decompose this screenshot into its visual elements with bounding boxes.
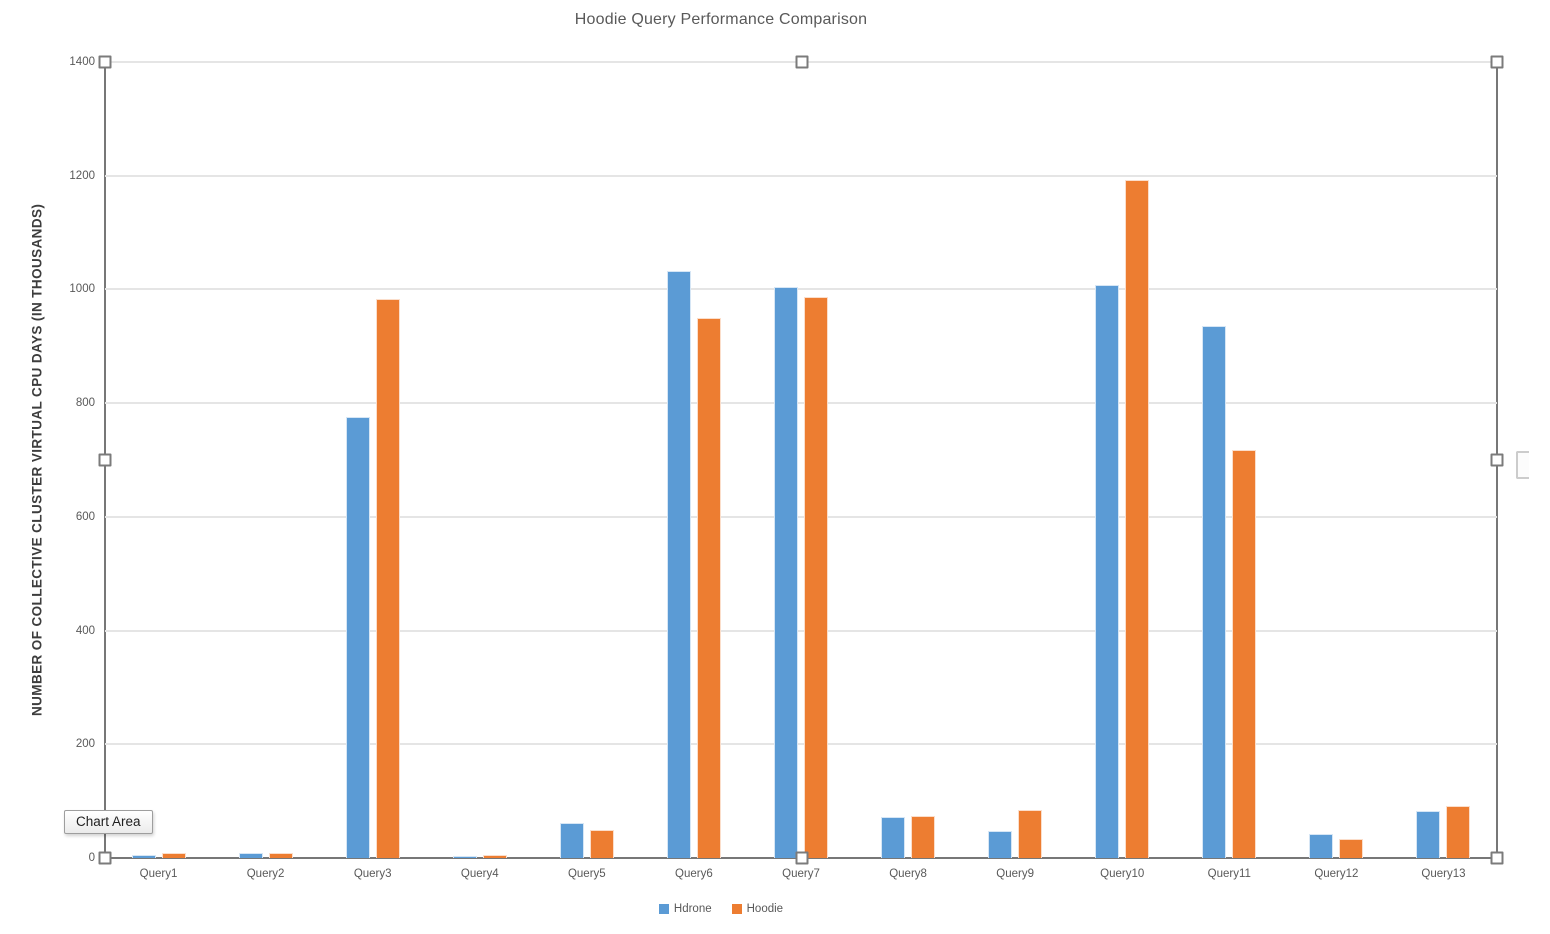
x-axis-label-query4: Query4 xyxy=(460,868,499,880)
plot-area[interactable]: 0 200 400 600 800 1000 1200 1400 Query1 Query2 Que… xyxy=(69,56,1498,880)
bar-hoodie-query8[interactable] xyxy=(911,815,936,858)
bar-hoodie-query2[interactable] xyxy=(268,853,293,858)
y-axis-tick-label-0: 0 xyxy=(88,852,95,864)
bar-hoodie-query6[interactable] xyxy=(696,317,721,858)
x-axis-label-query1: Query1 xyxy=(139,868,178,880)
bar-hdrone-query12[interactable] xyxy=(1309,834,1334,858)
bar-hdrone-query5[interactable] xyxy=(559,822,584,858)
gridline-400 xyxy=(105,629,1497,632)
x-axis-label-query11: Query11 xyxy=(1207,868,1251,880)
y-axis-tick-label-1000: 1000 xyxy=(69,283,95,296)
chart-title[interactable]: Hoodie Query Performance Comparison xyxy=(574,11,868,28)
gridline-200 xyxy=(105,743,1497,746)
gridline-800 xyxy=(105,402,1497,405)
y-axis-tick-label-800: 800 xyxy=(75,397,95,410)
bar-hoodie-query4[interactable] xyxy=(482,855,507,858)
y-axis-tick-label-600: 600 xyxy=(75,510,95,523)
bar-hoodie-query10[interactable] xyxy=(1125,179,1150,858)
tooltip-label: Chart Area xyxy=(76,814,141,829)
bar-hdrone-query4[interactable] xyxy=(452,855,477,858)
x-axis-label-query3: Query3 xyxy=(353,868,392,880)
selection-handle-middle-left[interactable] xyxy=(98,453,112,467)
legend-label: Hoodie xyxy=(746,903,784,915)
y-axis-tick-label-1400: 1400 xyxy=(69,56,95,68)
y-axis-tick-label-200: 200 xyxy=(75,738,95,751)
bar-hoodie-query13[interactable] xyxy=(1446,805,1471,858)
bar-hdrone-query11[interactable] xyxy=(1202,326,1227,858)
chart-area-tooltip: Chart Area xyxy=(64,810,153,834)
y-axis-tick-label-400: 400 xyxy=(75,624,95,637)
bar-hdrone-query7[interactable] xyxy=(774,286,798,858)
x-axis-label-query9: Query9 xyxy=(996,868,1034,880)
bar-hoodie-query9[interactable] xyxy=(1018,809,1043,858)
selection-handle-top-left[interactable] xyxy=(98,55,112,69)
bar-hoodie-query3[interactable] xyxy=(375,299,400,858)
gridline-1200 xyxy=(105,174,1497,177)
bar-hdrone-query8[interactable] xyxy=(881,817,906,858)
bar-hdrone-query1[interactable] xyxy=(131,855,156,858)
legend-swatch-icon xyxy=(731,904,742,914)
bar-hdrone-query9[interactable] xyxy=(988,830,1013,858)
x-axis-label-query7: Query7 xyxy=(782,868,820,880)
selection-handle-top-right[interactable] xyxy=(1490,55,1504,69)
y-axis-tick-label-1200: 1200 xyxy=(69,169,95,182)
selection-handle-bottom-right[interactable] xyxy=(1490,851,1504,865)
x-axis-label-query5: Query5 xyxy=(567,868,606,880)
bar-hdrone-query2[interactable] xyxy=(238,852,263,858)
bar-hoodie-query11[interactable] xyxy=(1232,450,1257,858)
legend-item-hdrone[interactable]: Hdrone xyxy=(658,903,712,915)
outer-selection-handle-partial[interactable] xyxy=(1516,451,1529,479)
selection-handle-bottom-left[interactable] xyxy=(98,851,112,865)
legend-item-hoodie[interactable]: Hoodie xyxy=(731,903,784,915)
bar-hdrone-query10[interactable] xyxy=(1095,285,1120,858)
x-axis-label-query6: Query6 xyxy=(675,868,713,880)
gridline-1000 xyxy=(105,288,1497,291)
x-axis-label-query13: Query13 xyxy=(1421,868,1466,880)
x-axis-label-query10: Query10 xyxy=(1100,868,1145,880)
bar-hoodie-query12[interactable] xyxy=(1339,839,1364,858)
gridline-600 xyxy=(105,515,1497,518)
bar-hoodie-query5[interactable] xyxy=(589,829,614,858)
legend-swatch-icon xyxy=(658,904,669,914)
legend[interactable]: Hdrone Hoodie xyxy=(0,903,1442,915)
bar-hoodie-query7[interactable] xyxy=(804,297,828,858)
bar-hoodie-query1[interactable] xyxy=(161,853,186,858)
legend-label: Hdrone xyxy=(673,903,712,915)
x-axis-label-query12: Query12 xyxy=(1314,868,1359,880)
x-axis-label-query8: Query8 xyxy=(889,868,927,880)
selection-handle-bottom-center[interactable] xyxy=(795,851,809,865)
selection-handle-top-center[interactable] xyxy=(795,55,809,69)
x-axis-label-query2: Query2 xyxy=(246,868,285,880)
bar-hdrone-query13[interactable] xyxy=(1416,811,1441,858)
bar-hdrone-query6[interactable] xyxy=(666,271,691,858)
bar-hdrone-query3[interactable] xyxy=(345,417,370,858)
selection-handle-middle-right[interactable] xyxy=(1490,453,1504,467)
